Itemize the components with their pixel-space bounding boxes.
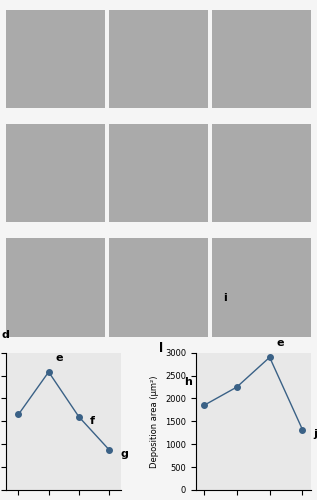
Text: h: h [184, 376, 192, 386]
Text: f: f [90, 416, 95, 426]
Text: g: g [120, 448, 128, 458]
Text: e: e [55, 353, 63, 363]
Text: l: l [159, 342, 163, 354]
Text: i: i [223, 293, 227, 303]
Text: j: j [314, 428, 317, 438]
Y-axis label: Deposition area (μm²): Deposition area (μm²) [151, 375, 159, 468]
Text: d: d [2, 330, 10, 340]
Text: e: e [277, 338, 284, 348]
